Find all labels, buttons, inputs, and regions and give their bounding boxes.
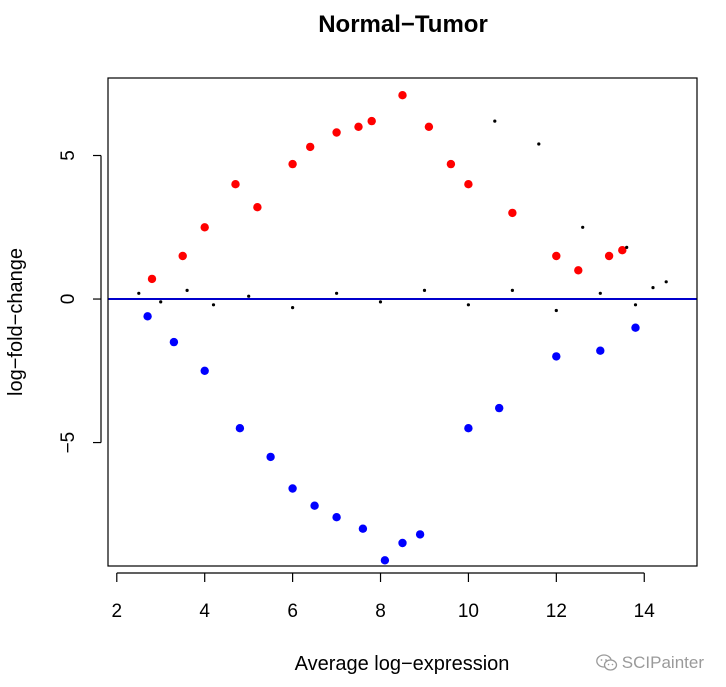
point-down-regulated bbox=[596, 346, 605, 355]
point-down-regulated bbox=[310, 501, 319, 510]
point-up-regulated bbox=[398, 91, 407, 100]
point-down-regulated bbox=[266, 452, 275, 462]
point-not-significant bbox=[335, 291, 339, 295]
point-not-significant bbox=[554, 308, 558, 313]
point-down-regulated bbox=[552, 352, 561, 361]
point-not-significant bbox=[625, 245, 629, 249]
point-up-regulated bbox=[446, 159, 456, 169]
point-not-significant bbox=[510, 288, 514, 292]
point-not-significant bbox=[493, 119, 497, 123]
x-tick-label: 10 bbox=[458, 601, 479, 622]
point-up-regulated bbox=[178, 251, 187, 261]
x-tick-label: 12 bbox=[546, 601, 567, 622]
x-tick-label: 8 bbox=[375, 601, 386, 622]
point-down-regulated bbox=[464, 424, 473, 433]
x-tick-label: 2 bbox=[112, 601, 123, 622]
point-up-regulated bbox=[367, 116, 376, 126]
point-up-regulated bbox=[552, 251, 561, 261]
point-up-regulated bbox=[147, 274, 157, 284]
point-down-regulated bbox=[495, 403, 504, 413]
point-not-significant bbox=[581, 225, 585, 229]
point-down-regulated bbox=[143, 312, 152, 321]
point-up-regulated bbox=[332, 128, 341, 137]
plot-frame bbox=[107, 77, 698, 567]
point-down-regulated bbox=[169, 337, 179, 347]
y-tick-label: 0 bbox=[58, 294, 79, 305]
x-tick-label: 6 bbox=[287, 601, 298, 622]
point-not-significant bbox=[137, 291, 141, 295]
point-down-regulated bbox=[332, 513, 341, 522]
y-axis-label: log−fold−change bbox=[5, 248, 27, 396]
chart-title: Normal−Tumor bbox=[318, 11, 488, 38]
point-not-significant bbox=[159, 300, 163, 304]
point-up-regulated bbox=[424, 122, 434, 131]
point-down-regulated bbox=[398, 538, 407, 548]
point-not-significant bbox=[537, 142, 541, 146]
point-not-significant bbox=[422, 288, 427, 292]
point-not-significant bbox=[466, 303, 470, 307]
point-not-significant bbox=[633, 303, 638, 307]
point-down-regulated bbox=[358, 524, 368, 533]
point-down-regulated bbox=[380, 556, 390, 565]
point-down-regulated bbox=[631, 323, 640, 332]
point-down-regulated bbox=[288, 484, 297, 493]
point-not-significant bbox=[185, 288, 189, 292]
x-axis-label: Average log−expression bbox=[295, 653, 510, 675]
y-axis: −5 0 5 bbox=[58, 150, 102, 454]
point-up-regulated bbox=[574, 266, 583, 275]
watermark: SCIPainter bbox=[595, 653, 704, 673]
point-down-regulated bbox=[200, 366, 209, 375]
x-tick-label: 14 bbox=[634, 601, 656, 622]
y-tick-label: −5 bbox=[58, 432, 79, 454]
x-tick-label: 4 bbox=[199, 601, 210, 622]
point-not-significant bbox=[211, 303, 216, 307]
point-up-regulated bbox=[464, 180, 473, 189]
point-down-regulated bbox=[235, 424, 245, 433]
point-up-regulated bbox=[288, 159, 297, 169]
y-tick-label: 5 bbox=[58, 150, 79, 161]
point-up-regulated bbox=[604, 251, 614, 261]
points-layer bbox=[137, 91, 668, 565]
point-up-regulated bbox=[253, 203, 262, 212]
x-axis: 2 4 6 8 10 12 14 bbox=[112, 572, 656, 622]
point-up-regulated bbox=[306, 142, 315, 152]
point-up-regulated bbox=[354, 122, 363, 131]
point-up-regulated bbox=[231, 180, 240, 189]
point-not-significant bbox=[664, 280, 668, 284]
point-not-significant bbox=[378, 300, 383, 304]
wechat-icon bbox=[595, 654, 617, 671]
point-not-significant bbox=[291, 306, 295, 310]
point-up-regulated bbox=[508, 208, 517, 218]
point-up-regulated bbox=[618, 246, 627, 255]
watermark-text: SCIPainter bbox=[621, 653, 704, 672]
point-not-significant bbox=[247, 294, 251, 298]
point-down-regulated bbox=[415, 530, 425, 539]
point-not-significant bbox=[651, 286, 655, 290]
point-up-regulated bbox=[200, 223, 209, 232]
point-not-significant bbox=[598, 291, 602, 295]
